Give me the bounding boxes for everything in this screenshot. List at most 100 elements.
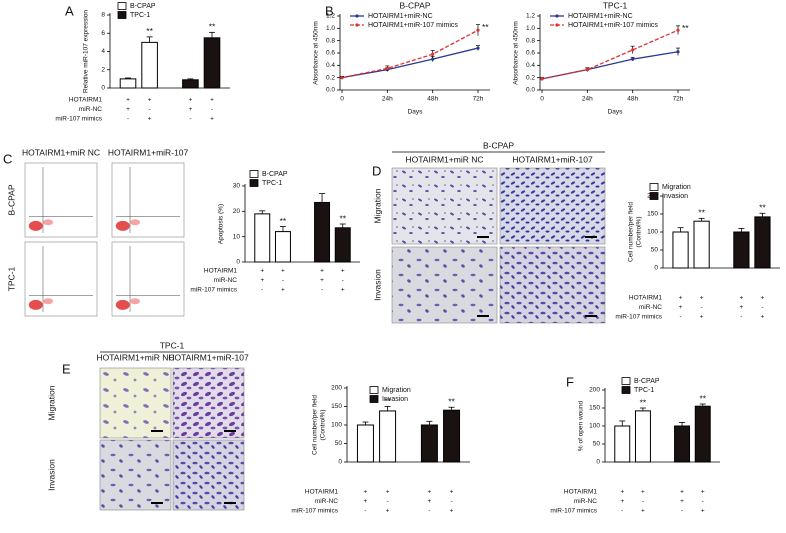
y-tick-label: 150: [647, 211, 658, 218]
significance: **: [209, 22, 216, 32]
condition-sign: +: [189, 97, 193, 104]
bar: [141, 41, 158, 89]
point: [676, 50, 680, 54]
significance: **: [448, 396, 455, 406]
x-tick-label: 0: [540, 96, 544, 103]
condition-sign: +: [281, 268, 285, 275]
condition-sign: -: [701, 304, 703, 311]
bar: [754, 216, 771, 269]
cell-cluster: [43, 219, 54, 226]
y-tick-label: 0.2: [526, 74, 535, 81]
legend-marker: [355, 23, 359, 27]
condition-sign: +: [700, 295, 704, 302]
condition-sign: +: [679, 295, 683, 302]
significance: **: [699, 393, 706, 403]
point: [385, 66, 389, 71]
condition-sign: +: [641, 489, 645, 496]
condition-sign: +: [148, 97, 152, 104]
x-tick-label: 24h: [582, 96, 593, 103]
y-tick-label: 0.8: [526, 37, 535, 44]
bar: [694, 405, 711, 463]
image: [391, 167, 498, 245]
condition-sign: +: [680, 489, 684, 496]
condition-sign: +: [620, 489, 624, 496]
y-tick-label: 100: [647, 229, 658, 236]
condition-label: HOTAIRM1: [629, 295, 662, 302]
y-tick-label: 30: [233, 183, 241, 190]
condition-label: HOTAIRM1: [305, 489, 338, 496]
y-tick-label: 6: [101, 30, 105, 37]
bar: [119, 78, 137, 89]
condition-sign: -: [428, 508, 430, 515]
figure-title: B-CPAP: [483, 140, 514, 150]
condition-label: miR-NC: [574, 498, 597, 505]
image: [499, 246, 606, 324]
x-tick-label: 48h: [627, 96, 638, 103]
y-axis-label: Apoptosis (%): [218, 204, 225, 244]
y-tick-label: 20: [233, 208, 241, 215]
y-tick-label: 0: [236, 259, 240, 266]
condition-sign: +: [364, 489, 368, 496]
image: [172, 439, 245, 511]
y-tick-label: 0.6: [526, 50, 535, 57]
condition-sign: +: [679, 304, 683, 311]
condition-sign: -: [761, 304, 763, 311]
bar: [254, 213, 271, 263]
column-header: HOTAIRM1+miR-107: [108, 147, 189, 157]
legend-marker: [555, 14, 559, 18]
x-axis-label: Days: [408, 109, 424, 116]
condition-sign: +: [739, 304, 743, 311]
point: [431, 52, 435, 56]
bar: [443, 409, 461, 463]
cell-cluster: [43, 298, 54, 305]
y-axis-label: Relative miR-107 expression: [83, 10, 90, 93]
panel-letter: C: [3, 151, 12, 166]
condition-sign: -: [642, 498, 644, 505]
legend-swatch: [369, 386, 379, 394]
y-tick-label: 0.0: [526, 87, 535, 94]
condition-label: miR-107 mimics: [550, 508, 597, 515]
bar: [203, 37, 221, 89]
condition-label: miR-107 mimics: [291, 508, 338, 515]
legend-label: B-CPAP: [262, 171, 288, 178]
y-tick-label: 10: [233, 233, 241, 240]
bar: [274, 231, 291, 263]
condition-sign: -: [681, 508, 683, 515]
condition-label: miR-NC: [214, 277, 237, 284]
legend-label: HOTAIRM1+miR-NC: [368, 13, 433, 20]
condition-sign: +: [386, 489, 390, 496]
series-line: [541, 29, 679, 80]
cell-cluster: [130, 219, 141, 226]
y-tick-label: 200: [331, 385, 342, 392]
condition-sign: -: [282, 277, 284, 284]
series-line: [341, 47, 479, 79]
series-line: [541, 51, 679, 80]
point: [476, 28, 480, 32]
y-tick-label: 1.2: [326, 13, 335, 20]
condition-sign: +: [701, 508, 705, 515]
panel-letter: F: [566, 374, 574, 389]
condition-label: HOTAIRM1: [564, 489, 597, 496]
condition-sign: -: [149, 106, 151, 113]
point: [476, 46, 480, 50]
significance: **: [384, 396, 391, 406]
legend-swatch: [621, 386, 631, 394]
x-tick-label: 24h: [382, 96, 393, 103]
condition-sign: +: [386, 508, 390, 515]
bar: [614, 425, 631, 463]
bar: [356, 424, 374, 463]
condition-sign: -: [189, 116, 191, 123]
panel-letter: B: [325, 3, 334, 18]
legend-swatch: [621, 377, 631, 385]
y-tick-label: 0: [101, 85, 105, 92]
y-axis-label: Cell number/per field: [628, 202, 635, 262]
y-tick-label: 100: [331, 422, 342, 429]
y-tick-label: 50: [593, 441, 601, 448]
legend-label: HOTAIRM1+miR-107 mimics: [568, 22, 658, 29]
legend-swatch: [117, 2, 127, 10]
figure-title: TPC-1: [160, 340, 185, 350]
y-tick-label: 1.0: [326, 25, 335, 32]
cell-cluster: [28, 299, 43, 310]
significance: **: [146, 26, 153, 36]
condition-sign: +: [701, 489, 705, 496]
